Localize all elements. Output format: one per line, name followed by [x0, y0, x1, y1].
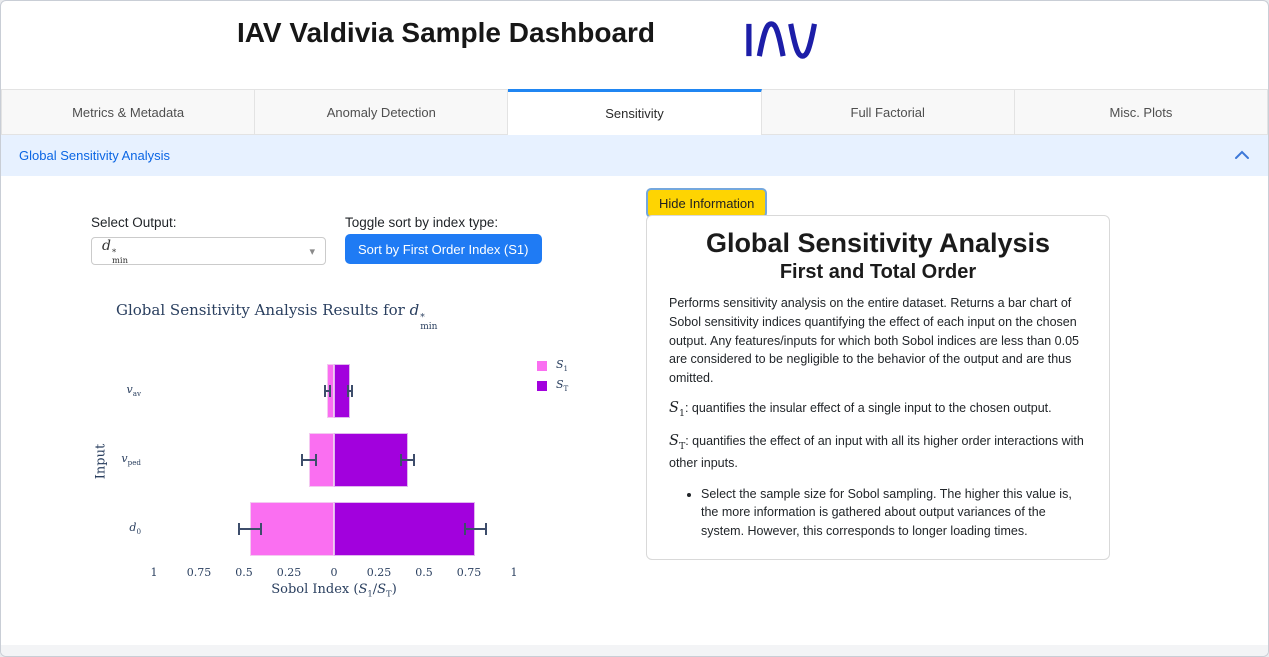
chart-title: Global Sensitivity Analysis Results for …	[116, 301, 438, 333]
x-tick-label: 1	[150, 566, 158, 579]
error-bar	[347, 385, 353, 397]
info-card-title: Global Sensitivity Analysis	[705, 228, 1051, 258]
accordion-header-global-sensitivity[interactable]: Global Sensitivity Analysis	[1, 135, 1268, 176]
iav-logo-icon	[745, 21, 825, 64]
chevron-down-icon: ▾	[309, 245, 315, 258]
accordion-title: Global Sensitivity Analysis	[19, 148, 171, 163]
x-tick-label: 1	[510, 566, 518, 579]
legend-swatch	[537, 360, 547, 371]
x-axis-label: Sobol Index (S1/ST)	[271, 582, 397, 599]
output-select-value: d * min	[102, 237, 128, 265]
st-symbol: ST	[669, 432, 686, 452]
chart-legend: S1 ST	[537, 358, 568, 398]
x-tick-label: 0.75	[456, 566, 482, 579]
s1-definition: S1: quantifies the insular effect of a s…	[669, 399, 1052, 419]
category-label-d-0: d0	[129, 521, 141, 537]
tab-bar: Metrics & Metadata Anomaly Detection Sensi…	[1, 89, 1268, 135]
st-bar-v-ped	[334, 433, 408, 487]
tab-sensitivity[interactable]: Sensitivity	[508, 89, 762, 135]
x-tick-label: 0.5	[415, 566, 433, 579]
info-bullet-item: Select the sample size for Sobol samplin…	[701, 485, 1087, 541]
legend-label: ST	[556, 378, 569, 394]
error-bar	[400, 454, 416, 466]
st-definition: ST: quantifies the effect of an input wi…	[669, 432, 1084, 470]
error-bar	[300, 454, 318, 466]
category-label-v-ped: vped	[121, 452, 141, 468]
st-bar-d-0	[334, 502, 476, 556]
error-bar	[463, 523, 487, 535]
page-bottom-edge	[1, 645, 1268, 656]
legend-swatch	[537, 380, 547, 391]
tab-full-factorial[interactable]: Full Factorial	[761, 89, 1015, 135]
error-bar	[238, 523, 263, 535]
s1-symbol: S1	[669, 399, 685, 419]
page-title: IAV Valdivia Sample Dashboard	[236, 17, 656, 48]
sobol-chart-plot-area[interactable]: Global Sensitivity Analysis Results for …	[61, 286, 621, 631]
s1-bar-d-0	[250, 502, 334, 556]
sort-index-toggle-button[interactable]: Sort by First Order Index (S1)	[345, 234, 542, 264]
output-select[interactable]: d * min ▾	[91, 237, 326, 265]
hide-information-button[interactable]: Hide Information	[646, 188, 768, 218]
x-tick-label: 0.75	[186, 566, 212, 579]
x-tick-label: 0	[330, 566, 338, 579]
category-label-v-av: vav	[126, 383, 141, 399]
x-tick-label: 0.25	[276, 566, 302, 579]
tab-metrics-metadata[interactable]: Metrics & Metadata	[1, 89, 256, 135]
legend-label: S1	[556, 358, 569, 374]
tab-anomaly-detection[interactable]: Anomaly Detection	[255, 89, 509, 135]
tab-misc-plots[interactable]: Misc. Plots	[1014, 89, 1268, 135]
info-paragraph: Performs sensitivity analysis on the ent…	[669, 296, 1079, 385]
info-card: Global Sensitivity Analysis First and To…	[646, 215, 1110, 560]
legend-item-st: ST	[537, 378, 568, 393]
info-card-subtitle: First and Total Order	[779, 261, 977, 283]
legend-item-s1: S1	[537, 358, 568, 373]
chevron-up-icon[interactable]	[1234, 147, 1250, 165]
x-tick-label: 0.25	[366, 566, 392, 579]
error-bar	[323, 385, 331, 397]
toggle-sort-label: Toggle sort by index type:	[345, 215, 499, 230]
select-output-label: Select Output:	[91, 215, 177, 230]
info-bullet-list: Select the sample size for Sobol samplin…	[669, 485, 1087, 541]
x-tick-label: 0.5	[235, 566, 253, 579]
